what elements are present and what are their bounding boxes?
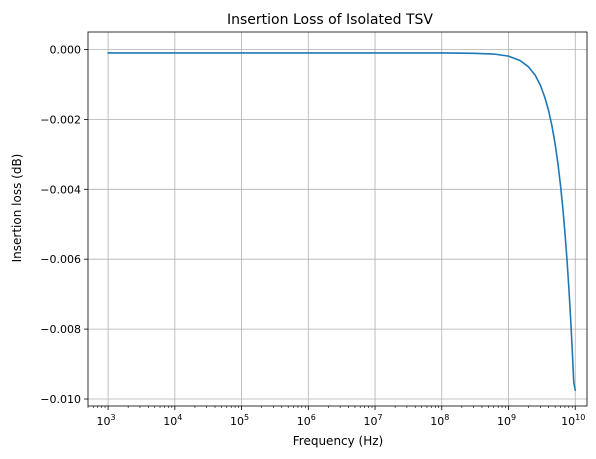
x-tick-label: 108 <box>430 413 449 428</box>
x-tick-label: 104 <box>163 413 182 428</box>
series-line <box>107 52 577 392</box>
x-tick-label: 106 <box>297 413 316 428</box>
chart-title: Insertion Loss of Isolated TSV <box>227 12 433 28</box>
plot-frame <box>87 31 588 407</box>
y-tick-label: −0.004 <box>40 183 81 196</box>
y-tick-label: −0.002 <box>40 113 81 126</box>
y-axis-label: Insertion loss (dB) <box>10 154 24 263</box>
y-axis: 0.000 −0.002 −0.004 −0.006 −0.008 −0.010 <box>40 43 88 406</box>
y-tick-label: −0.006 <box>40 253 81 266</box>
x-tick-label: 107 <box>363 413 382 428</box>
y-tick-label: 0.000 <box>50 43 82 56</box>
y-tick-label: −0.008 <box>40 323 81 336</box>
x-tick-label: 1010 <box>561 413 585 428</box>
series-layer <box>107 52 577 392</box>
x-axis: 103 104 105 106 107 108 109 1010 <box>87 406 585 428</box>
x-tick-label: 105 <box>230 413 249 428</box>
grid-lines <box>88 32 587 406</box>
x-axis-label: Frequency (Hz) <box>293 434 384 448</box>
y-tick-label: −0.010 <box>40 393 81 406</box>
x-tick-label: 109 <box>497 413 516 428</box>
x-tick-label: 103 <box>97 413 116 428</box>
